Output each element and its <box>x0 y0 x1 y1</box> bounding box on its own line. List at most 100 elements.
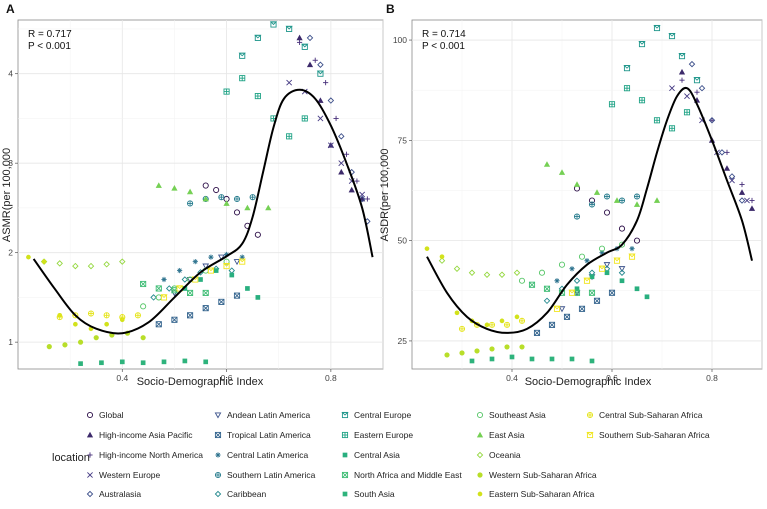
legend-key-australasia <box>86 490 94 498</box>
series-tropical-latin-america <box>533 289 616 336</box>
point-high-income-north-america <box>343 151 350 157</box>
point-east-asia <box>244 204 251 211</box>
point-western-sub-saharan-africa <box>519 344 525 350</box>
point-southern-sub-saharan-africa <box>583 277 591 284</box>
point-andean-latin-america <box>558 306 566 313</box>
series-south-asia <box>78 358 209 366</box>
series-western-sub-saharan-africa <box>444 344 525 358</box>
point-western-europe <box>286 79 293 86</box>
point-eastern-europe <box>638 97 646 104</box>
legend-label: Southern Sub-Saharan Africa <box>599 430 710 440</box>
point-east-asia <box>543 161 551 167</box>
point-global <box>618 225 626 232</box>
legend-key-east-asia <box>476 431 484 438</box>
point-western-europe <box>669 85 675 92</box>
point-andean-latin-america <box>217 254 225 261</box>
legend-key-central-latin-america <box>215 452 221 458</box>
panel-b-plot-area <box>411 19 763 370</box>
point-east-asia <box>558 169 566 175</box>
legend-item-australasia: Australasia <box>86 489 141 499</box>
legend-item-western-sub-saharan-africa: Western Sub-Saharan Africa <box>477 470 597 480</box>
point-australasia <box>327 97 335 104</box>
point-central-latin-america <box>554 278 560 284</box>
legend-key-central-europe <box>341 411 349 419</box>
point-high-income-north-america <box>694 89 700 95</box>
point-high-income-asia-pacific <box>738 189 746 195</box>
point-southeast-asia <box>618 241 626 248</box>
point-high-income-north-america <box>354 178 360 184</box>
point-central-sub-saharan-africa <box>103 312 110 319</box>
point-global <box>233 209 241 216</box>
point-south-asia <box>469 358 475 364</box>
legend-item-central-sub-saharan-africa: Central Sub-Saharan Africa <box>586 410 703 420</box>
panel-a-fit-line <box>32 88 374 335</box>
legend-label: Eastern Sub-Saharan Africa <box>489 489 595 499</box>
legend-label: Western Europe <box>99 470 161 480</box>
point-central-latin-america <box>177 267 183 274</box>
legend-key-global <box>86 411 94 419</box>
panel-b-points <box>424 24 756 364</box>
point-western-sub-saharan-africa <box>93 335 99 341</box>
legend-label: South Asia <box>354 489 395 499</box>
x-tick-label: 0.6 <box>221 373 233 383</box>
point-central-asia <box>229 272 235 278</box>
point-australasia <box>338 133 345 140</box>
legend-key-eastern-sub-saharan-africa <box>477 491 483 497</box>
point-south-asia <box>529 356 535 362</box>
x-tick-label: 0.4 <box>506 373 518 383</box>
legend-item-south-asia: South Asia <box>342 489 395 499</box>
point-central-latin-america <box>569 266 575 272</box>
point-western-sub-saharan-africa <box>62 342 68 348</box>
series-tropical-latin-america <box>155 292 241 328</box>
x-tick-label: 0.4 <box>116 373 128 383</box>
point-western-sub-saharan-africa <box>140 335 146 341</box>
legend-item-eastern-europe: Eastern Europe <box>341 430 413 440</box>
point-central-asia <box>644 294 650 300</box>
legend-item-high-income-north-america: High-income North America <box>87 450 203 460</box>
point-oceania <box>513 269 521 276</box>
panel-b-fit-line <box>426 86 753 334</box>
point-global <box>633 237 641 244</box>
point-tropical-latin-america <box>187 312 194 319</box>
point-andean-latin-america <box>603 262 611 269</box>
legend-item-western-europe: Western Europe <box>87 470 161 480</box>
legend-key-north-africa-and-middle-east <box>341 471 349 479</box>
point-south-asia <box>569 356 575 362</box>
panel-a-label: A <box>6 2 15 16</box>
point-central-latin-america <box>192 259 198 265</box>
point-eastern-sub-saharan-africa <box>26 254 31 260</box>
series-eastern-europe <box>608 85 691 132</box>
point-south-asia <box>489 356 495 362</box>
point-eastern-europe <box>623 85 631 92</box>
x-tick-label: 0.8 <box>706 373 718 383</box>
point-southeast-asia <box>223 258 230 265</box>
point-western-europe <box>729 177 735 184</box>
point-central-europe <box>668 32 676 40</box>
panel-a-ticks: 0.4 0.6 0.8 1 2 3 4 <box>8 69 337 383</box>
point-australasia <box>698 84 706 92</box>
point-global <box>213 186 220 194</box>
point-high-income-north-america <box>364 196 370 202</box>
point-central-asia <box>604 270 610 276</box>
panel-a-x-label: Socio-Demographic Index <box>137 376 264 388</box>
point-western-europe <box>338 160 345 167</box>
point-southern-latin-america <box>187 200 194 207</box>
legend-label: High-income North America <box>99 450 203 460</box>
x-tick-label: 0.6 <box>606 373 618 383</box>
legend-items: Global High-income Asia Pacific High-incom… <box>86 410 710 499</box>
legend-label: Oceania <box>489 450 521 460</box>
point-tropical-latin-america <box>608 289 616 296</box>
point-tropical-latin-america <box>218 298 225 305</box>
point-central-asia <box>634 286 640 292</box>
series-south-asia <box>469 354 595 364</box>
legend-item-eastern-sub-saharan-africa: Eastern Sub-Saharan Africa <box>477 489 595 499</box>
point-global <box>254 231 261 238</box>
point-east-asia <box>653 197 661 203</box>
point-caribbean <box>543 297 551 305</box>
point-southern-sub-saharan-africa <box>160 294 168 301</box>
point-central-europe <box>693 77 701 84</box>
point-caribbean <box>618 269 626 276</box>
legend-label: Global <box>99 410 124 420</box>
legend-item-andean-latin-america: Andean Latin America <box>214 410 310 420</box>
legend-label: Central Asia <box>354 450 400 460</box>
